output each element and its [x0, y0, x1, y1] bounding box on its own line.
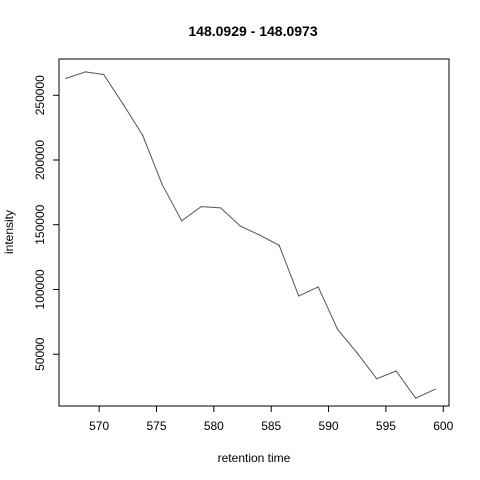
data-point: [65, 77, 67, 79]
data-point: [220, 207, 222, 209]
y-tick-label: 250000: [33, 75, 47, 115]
y-axis-label: intensity: [2, 210, 16, 254]
x-tick-label: 600: [433, 419, 453, 433]
y-axis: 50000 100000 150000 200000 250000: [33, 75, 60, 371]
data-point: [259, 234, 261, 236]
x-tick-label: 580: [204, 419, 224, 433]
x-axis: 570 575 580 585 590 595 600: [89, 405, 454, 433]
series-line: [65, 71, 436, 399]
y-tick-label: 100000: [33, 269, 47, 309]
data-point: [337, 329, 339, 331]
data-point: [356, 352, 358, 354]
y-tick-label: 200000: [33, 140, 47, 180]
data-point: [200, 206, 202, 208]
data-point: [298, 295, 300, 297]
data-point: [84, 71, 86, 73]
data-point: [434, 388, 436, 390]
data-point: [278, 244, 280, 246]
data-point: [103, 73, 105, 76]
data-point: [161, 184, 163, 186]
data-point: [122, 103, 124, 105]
x-tick-label: 595: [376, 419, 396, 433]
data-point: [376, 378, 378, 380]
chart-title: 148.0929 - 148.0973: [188, 23, 317, 39]
x-axis-label: retention time: [218, 451, 291, 465]
data-point: [239, 225, 241, 227]
x-tick-label: 570: [89, 419, 109, 433]
data-point: [415, 397, 417, 399]
series-group: [65, 71, 436, 399]
y-tick-label: 150000: [33, 204, 47, 244]
data-point: [317, 286, 319, 288]
y-tick-label: 50000: [33, 337, 47, 371]
x-tick-label: 585: [261, 419, 281, 433]
x-tick-label: 590: [319, 419, 339, 433]
x-tick-label: 575: [146, 419, 166, 433]
data-point: [395, 370, 397, 372]
data-point: [142, 134, 144, 136]
data-point: [181, 220, 183, 222]
